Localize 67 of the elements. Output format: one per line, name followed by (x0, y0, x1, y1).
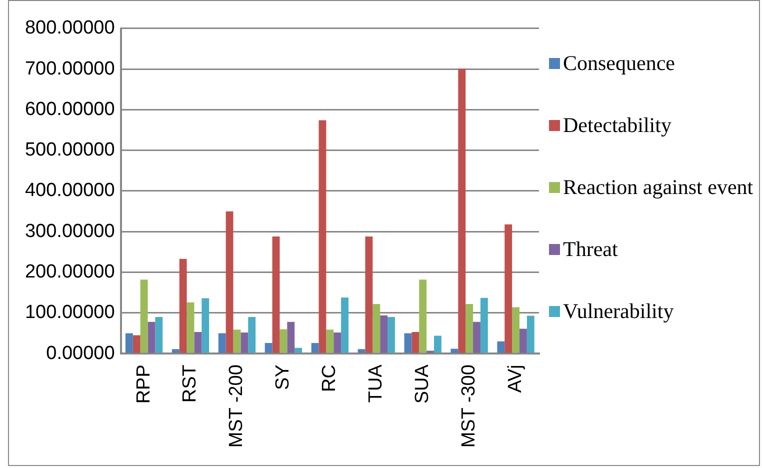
bar (380, 315, 388, 353)
x-tick-label: TUA (366, 364, 387, 403)
legend-label: Consequence (563, 51, 675, 76)
bar (155, 317, 163, 353)
y-tick-label: 500.00000 (24, 140, 115, 161)
bar (194, 332, 202, 353)
legend-label: Threat (563, 237, 618, 262)
bar (318, 120, 326, 353)
bar (358, 349, 366, 353)
bar (388, 317, 395, 353)
bar (248, 317, 256, 353)
bar (179, 258, 187, 353)
bar (125, 333, 133, 353)
bar (466, 304, 474, 353)
bar (526, 316, 534, 353)
bar (233, 330, 241, 353)
bar (240, 332, 248, 353)
bar (334, 332, 342, 353)
bar (218, 333, 226, 353)
legend-label: Vulnerability (563, 299, 674, 324)
bar (326, 330, 334, 353)
y-tick-label: 0.00000 (46, 342, 115, 364)
bar (132, 335, 140, 353)
bar (272, 236, 280, 353)
bar (519, 328, 527, 353)
bar (148, 322, 156, 353)
bar (341, 297, 348, 353)
bar (287, 322, 295, 353)
y-tick-label: 300.00000 (24, 220, 115, 242)
y-tick-label: 700.00000 (24, 58, 115, 80)
x-tick-label: RC (319, 364, 340, 392)
y-tick-label: 100.00000 (24, 302, 115, 324)
bar (404, 333, 412, 353)
x-tick-label: RPP (133, 364, 154, 404)
bar (186, 302, 194, 353)
bar (311, 343, 319, 353)
y-tick-label: 600.00000 (24, 98, 115, 120)
bar (412, 332, 420, 353)
x-tick-label: SY (272, 364, 294, 390)
bar (294, 348, 302, 353)
bar (419, 280, 427, 353)
x-tick-label: RST (180, 364, 201, 403)
x-tick-label: MST -200 (226, 364, 248, 448)
bar (512, 307, 520, 353)
legend-label: Reaction against event (563, 175, 754, 200)
bar (202, 298, 210, 353)
x-tick-label: MST -300 (458, 364, 480, 448)
y-tick-label: 800.00000 (24, 18, 115, 39)
y-tick-label: 200.00000 (24, 262, 115, 283)
bar (226, 211, 234, 353)
bar (480, 298, 488, 353)
bar (372, 304, 380, 353)
bar (280, 329, 288, 353)
bar (434, 336, 442, 353)
bar (473, 322, 480, 353)
x-tick-label: AVj (505, 364, 526, 393)
bar (140, 280, 148, 353)
x-tick-label: SUA (412, 364, 434, 404)
bar (172, 349, 180, 353)
bar (458, 68, 466, 353)
y-tick-label: 400.00000 (24, 180, 115, 202)
legend-label: Detectability (563, 113, 672, 138)
bar (504, 224, 512, 353)
bar (497, 341, 505, 353)
bar (264, 343, 272, 353)
bar (365, 236, 373, 353)
bar (450, 348, 458, 353)
